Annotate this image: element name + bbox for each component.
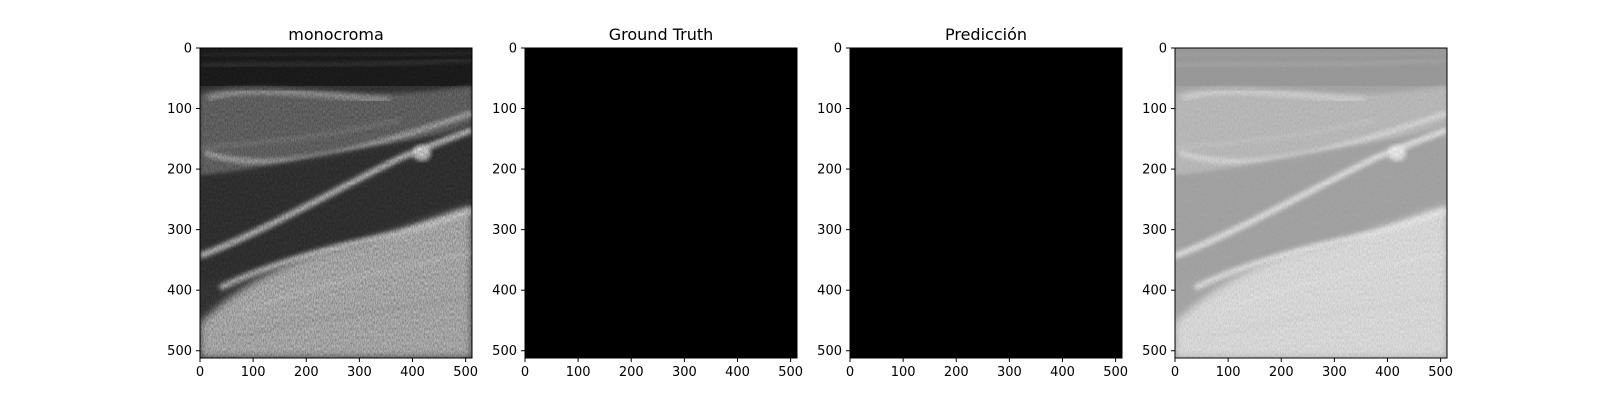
x-tick-label: 0	[196, 365, 204, 380]
x-tick-label: 200	[944, 365, 969, 380]
x-tick-label: 400	[725, 365, 750, 380]
x-tick-label: 300	[672, 365, 697, 380]
ultrasound-image-with-mask-overlay	[1175, 48, 1447, 358]
y-tick-label: 300	[492, 223, 517, 238]
x-tick-label: 300	[347, 365, 372, 380]
x-tick-label: 300	[1322, 365, 1347, 380]
y-tick-label: 0	[834, 42, 842, 57]
x-tick-label: 500	[778, 365, 803, 380]
y-tick-label: 300	[1142, 223, 1167, 238]
x-tick-label: 400	[1375, 365, 1400, 380]
x-tick-label: 400	[1050, 365, 1075, 380]
x-tick-label: 200	[294, 365, 319, 380]
panel-3: Predicción 0 100 200 300 400 500 0 100 200 300 400 5…	[817, 25, 1128, 380]
x-tick-label: 200	[1269, 365, 1294, 380]
x-tick-label: 200	[619, 365, 644, 380]
y-tick-label: 300	[817, 223, 842, 238]
axes-frame	[199, 47, 473, 359]
y-tick-label: 200	[167, 163, 192, 178]
y-tick-label: 400	[492, 284, 517, 299]
x-tick-label: 500	[1103, 365, 1128, 380]
y-tick-label: 0	[509, 42, 517, 57]
x-tick-label: 100	[566, 365, 591, 380]
y-tick-label: 200	[492, 163, 517, 178]
x-tick-label: 0	[1171, 365, 1179, 380]
panel-1: monocroma 0 100 200 300 400 500 0 100 200 300 400 50…	[167, 25, 478, 380]
grayscale-ultrasound-image	[200, 48, 472, 358]
x-tick-label: 100	[891, 365, 916, 380]
x-tick-label: 0	[521, 365, 529, 380]
y-tick-label: 400	[167, 284, 192, 299]
y-tick-label: 100	[1142, 102, 1167, 117]
y-tick-label: 100	[167, 102, 192, 117]
panel-2: Ground Truth 0 100 200 300 400 500 0 100 200 300 40…	[492, 25, 803, 380]
x-tick-label: 300	[997, 365, 1022, 380]
x-tick-label: 0	[846, 365, 854, 380]
y-tick-label: 500	[817, 344, 842, 359]
y-tick-label: 100	[492, 102, 517, 117]
y-tick-label: 100	[817, 102, 842, 117]
y-tick-label: 500	[1142, 344, 1167, 359]
x-tick-label: 500	[453, 365, 478, 380]
empty-black-mask	[525, 48, 797, 358]
panel-title: Predicción	[945, 25, 1027, 44]
y-tick-label: 0	[184, 42, 192, 57]
axes-frame	[1174, 47, 1448, 359]
y-tick-label: 400	[1142, 284, 1167, 299]
axes-frame	[849, 47, 1123, 359]
y-tick-label: 500	[167, 344, 192, 359]
panel-title: Ground Truth	[609, 25, 714, 44]
empty-black-mask	[850, 48, 1122, 358]
panel-title: monocroma	[288, 25, 384, 44]
axes-frame	[524, 47, 798, 359]
y-tick-label: 200	[817, 163, 842, 178]
y-tick-label: 300	[167, 223, 192, 238]
x-tick-label: 500	[1428, 365, 1453, 380]
x-tick-label: 400	[400, 365, 425, 380]
y-tick-label: 400	[817, 284, 842, 299]
x-tick-label: 100	[1216, 365, 1241, 380]
y-tick-label: 200	[1142, 163, 1167, 178]
panel-4: 0 100 200 300 400 500 0 100 200 300 400 500	[1142, 42, 1453, 381]
x-tick-label: 100	[241, 365, 266, 380]
y-tick-label: 500	[492, 344, 517, 359]
y-tick-label: 0	[1159, 42, 1167, 57]
